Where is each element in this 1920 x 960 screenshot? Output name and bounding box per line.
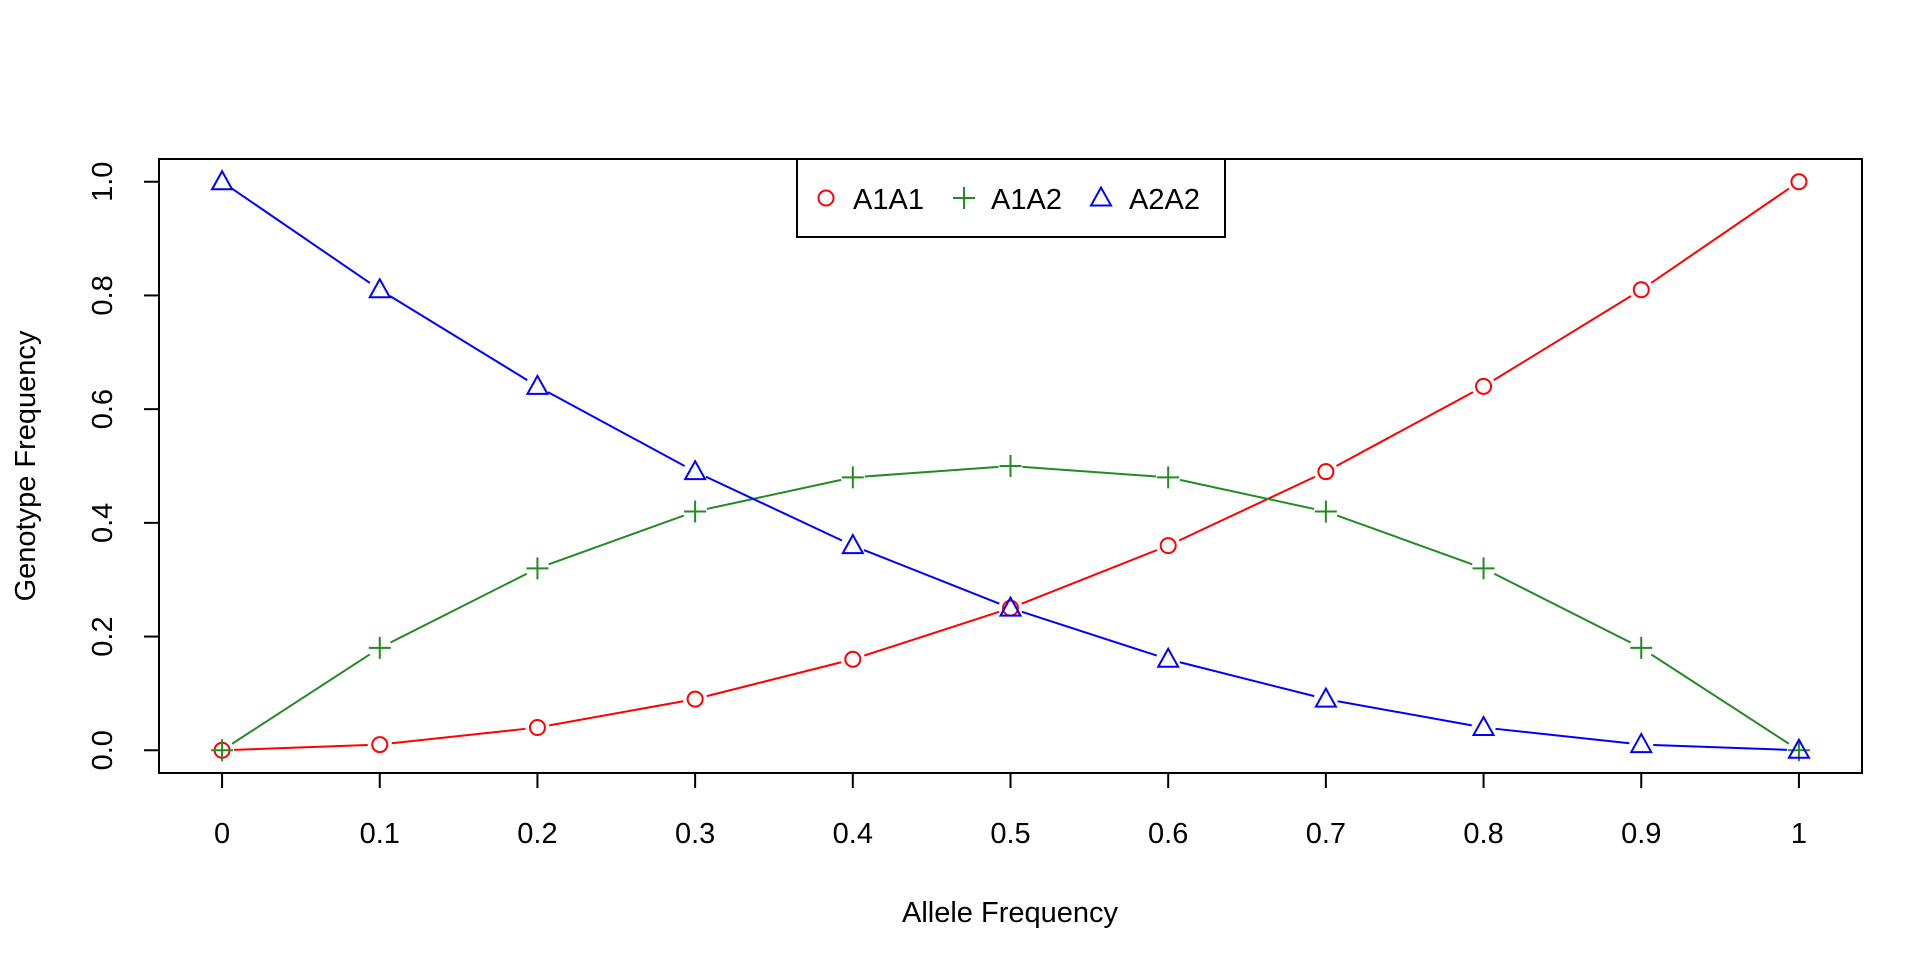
data-point <box>1317 463 1335 481</box>
series-line-segment <box>548 514 685 566</box>
series-line-segment <box>1179 478 1315 510</box>
series-line-segment <box>234 744 368 751</box>
x-tick-label: 0.5 <box>990 818 1030 850</box>
data-point <box>1629 732 1653 754</box>
x-axis: 0 0.1 0.2 0.3 0.4 0.5 0.6 0.7 0.8 0.9 1 <box>214 772 1807 850</box>
series-line-segment <box>391 727 526 745</box>
legend-marker <box>953 187 975 209</box>
x-tick-label: 0.2 <box>517 818 557 850</box>
series-line-segment <box>390 572 528 644</box>
data-point <box>998 595 1023 617</box>
series-line-segment <box>1021 549 1158 605</box>
series-layer <box>210 169 1811 762</box>
series-line-segment <box>863 610 1000 657</box>
legend-box <box>796 158 1226 238</box>
legend-label: A2A2 <box>1129 184 1200 216</box>
x-tick-label: 0.6 <box>1148 818 1188 850</box>
series-line-segment <box>1335 391 1474 467</box>
series-line-segment <box>1650 187 1790 284</box>
data-point <box>686 690 704 708</box>
y-tick-label: 1.0 <box>87 162 119 202</box>
data-point <box>1790 173 1808 191</box>
data-point <box>1471 714 1496 737</box>
y-tick-label: 0.4 <box>87 503 119 543</box>
series-A1A2 <box>211 455 1810 762</box>
data-point <box>1314 500 1337 523</box>
series-line-segment <box>706 478 842 510</box>
series-line-segment <box>1495 727 1630 745</box>
series-line-segment <box>389 295 528 381</box>
legend-label: A1A2 <box>991 184 1062 216</box>
legend: A1A1 A1A2 A2A2 <box>796 158 1226 238</box>
data-point <box>1472 557 1495 580</box>
data-point <box>526 557 549 580</box>
y-tick-label: 0.0 <box>87 730 119 770</box>
series-line-segment <box>1178 475 1316 542</box>
x-tick-label: 0.8 <box>1463 818 1503 850</box>
series-line-segment <box>549 700 684 727</box>
x-tick-label: 0.7 <box>1306 818 1346 850</box>
series-A1A1 <box>213 173 1808 759</box>
data-point <box>211 739 234 762</box>
series-line-segment <box>863 549 1000 605</box>
series-line-segment <box>1336 514 1473 566</box>
series-line-segment <box>1337 700 1472 727</box>
data-point <box>1156 646 1180 668</box>
data-point <box>528 719 546 737</box>
x-tick-label: 0.4 <box>833 818 873 850</box>
series-line-segment <box>1179 661 1315 698</box>
series-line-segment <box>1650 653 1790 745</box>
data-point <box>999 455 1022 477</box>
y-tick-label: 0.8 <box>87 275 119 315</box>
data-point <box>371 736 389 754</box>
x-tick-label: 0.1 <box>360 818 400 850</box>
series-line-segment <box>1493 572 1631 644</box>
series-line-segment <box>1022 465 1157 478</box>
series-line-segment <box>1653 744 1787 751</box>
x-axis-title: Allele Frequency <box>902 897 1118 929</box>
y-tick-label: 0.6 <box>87 389 119 429</box>
series-line-segment <box>547 391 686 467</box>
legend-marker <box>817 189 835 207</box>
series-line-segment <box>864 465 999 478</box>
x-tick-label: 0.3 <box>675 818 715 850</box>
series-line-segment <box>1493 295 1632 381</box>
data-point <box>1159 537 1177 555</box>
data-point <box>684 500 707 523</box>
data-point <box>844 650 862 668</box>
data-point <box>683 459 707 481</box>
data-point <box>1787 737 1811 759</box>
x-tick-label: 1 <box>1791 818 1807 850</box>
data-point <box>210 169 234 191</box>
series-line-segment <box>705 475 843 542</box>
series-line-segment <box>1021 610 1158 657</box>
y-axis-title: Genotype Frequency <box>10 330 42 601</box>
series-A2A2 <box>210 169 1811 759</box>
data-point <box>1157 466 1180 489</box>
data-point <box>368 277 392 299</box>
data-point <box>1632 281 1650 299</box>
x-tick-label: 0.9 <box>1621 818 1661 850</box>
data-point <box>1630 636 1653 659</box>
series-line-segment <box>706 661 842 698</box>
legend-item-A1A1: A1A1 <box>817 184 924 216</box>
data-point <box>841 466 864 489</box>
series-line-segment <box>231 653 371 745</box>
data-point <box>1475 377 1493 395</box>
legend-label: A1A1 <box>853 184 924 216</box>
y-axis: 0.0 0.2 0.4 0.6 0.8 1.0 <box>87 162 160 770</box>
legend-marker <box>1089 185 1113 207</box>
data-point <box>841 533 865 555</box>
legend-item-A2A2: A2A2 <box>1089 184 1200 216</box>
y-tick-label: 0.2 <box>87 616 119 656</box>
series-line-segment <box>231 187 371 284</box>
data-point <box>525 373 550 395</box>
data-point <box>368 636 391 659</box>
data-point <box>1314 686 1338 708</box>
x-tick-label: 0 <box>214 818 230 850</box>
legend-item-A1A2: A1A2 <box>953 184 1062 216</box>
